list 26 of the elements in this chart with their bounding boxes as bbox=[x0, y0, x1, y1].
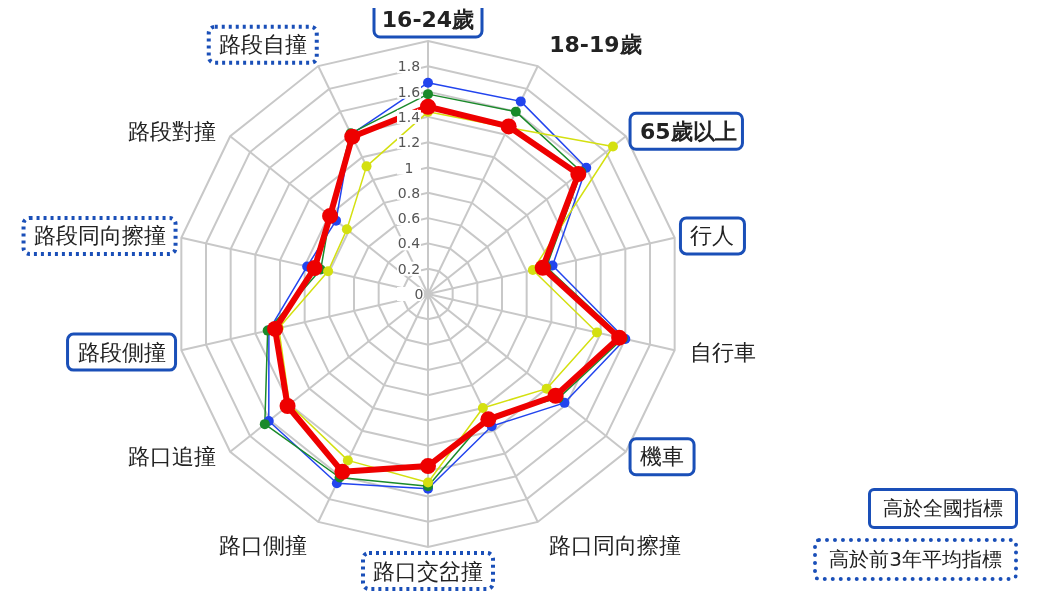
y-tick-label: 1.2 bbox=[397, 134, 421, 151]
spoke-label: 65歲以上 bbox=[640, 118, 737, 144]
spoke-label: 路口側撞 bbox=[218, 532, 307, 558]
y-tick-label: 0.6 bbox=[397, 210, 421, 227]
spoke-label: 路段同向擦撞 bbox=[33, 223, 166, 249]
spoke-label: 行人 bbox=[690, 223, 735, 249]
y-tick-label: 1.8 bbox=[397, 58, 421, 75]
spoke-label: 路口交岔撞 bbox=[373, 558, 483, 584]
spoke-label: 自行車 bbox=[690, 339, 757, 365]
y-tick-label: 1.6 bbox=[397, 83, 421, 100]
spoke-label: 機車 bbox=[640, 444, 685, 470]
spoke-label: 18-19歲 bbox=[549, 32, 642, 58]
y-tick-label: 1 bbox=[404, 159, 414, 176]
text: 高於前3年平均指標 bbox=[813, 538, 1018, 581]
spoke-label: 路口同向擦撞 bbox=[549, 532, 682, 558]
y-tick-label: 1.4 bbox=[397, 108, 421, 125]
spoke-label: 路段側撞 bbox=[77, 339, 166, 365]
y-tick-label: 0.8 bbox=[397, 184, 421, 201]
spoke-label: 路口追撞 bbox=[127, 444, 216, 470]
spoke-label: 路段對撞 bbox=[127, 118, 216, 144]
spoke-label: 路段自撞 bbox=[218, 32, 307, 58]
y-tick-label: 0 bbox=[414, 286, 424, 302]
text: 高於全國指標 bbox=[868, 488, 1018, 529]
y-tick-label: 0.2 bbox=[397, 260, 421, 277]
y-tick-label: 0.4 bbox=[397, 235, 421, 252]
spoke-label: 16-24歲 bbox=[381, 6, 475, 32]
